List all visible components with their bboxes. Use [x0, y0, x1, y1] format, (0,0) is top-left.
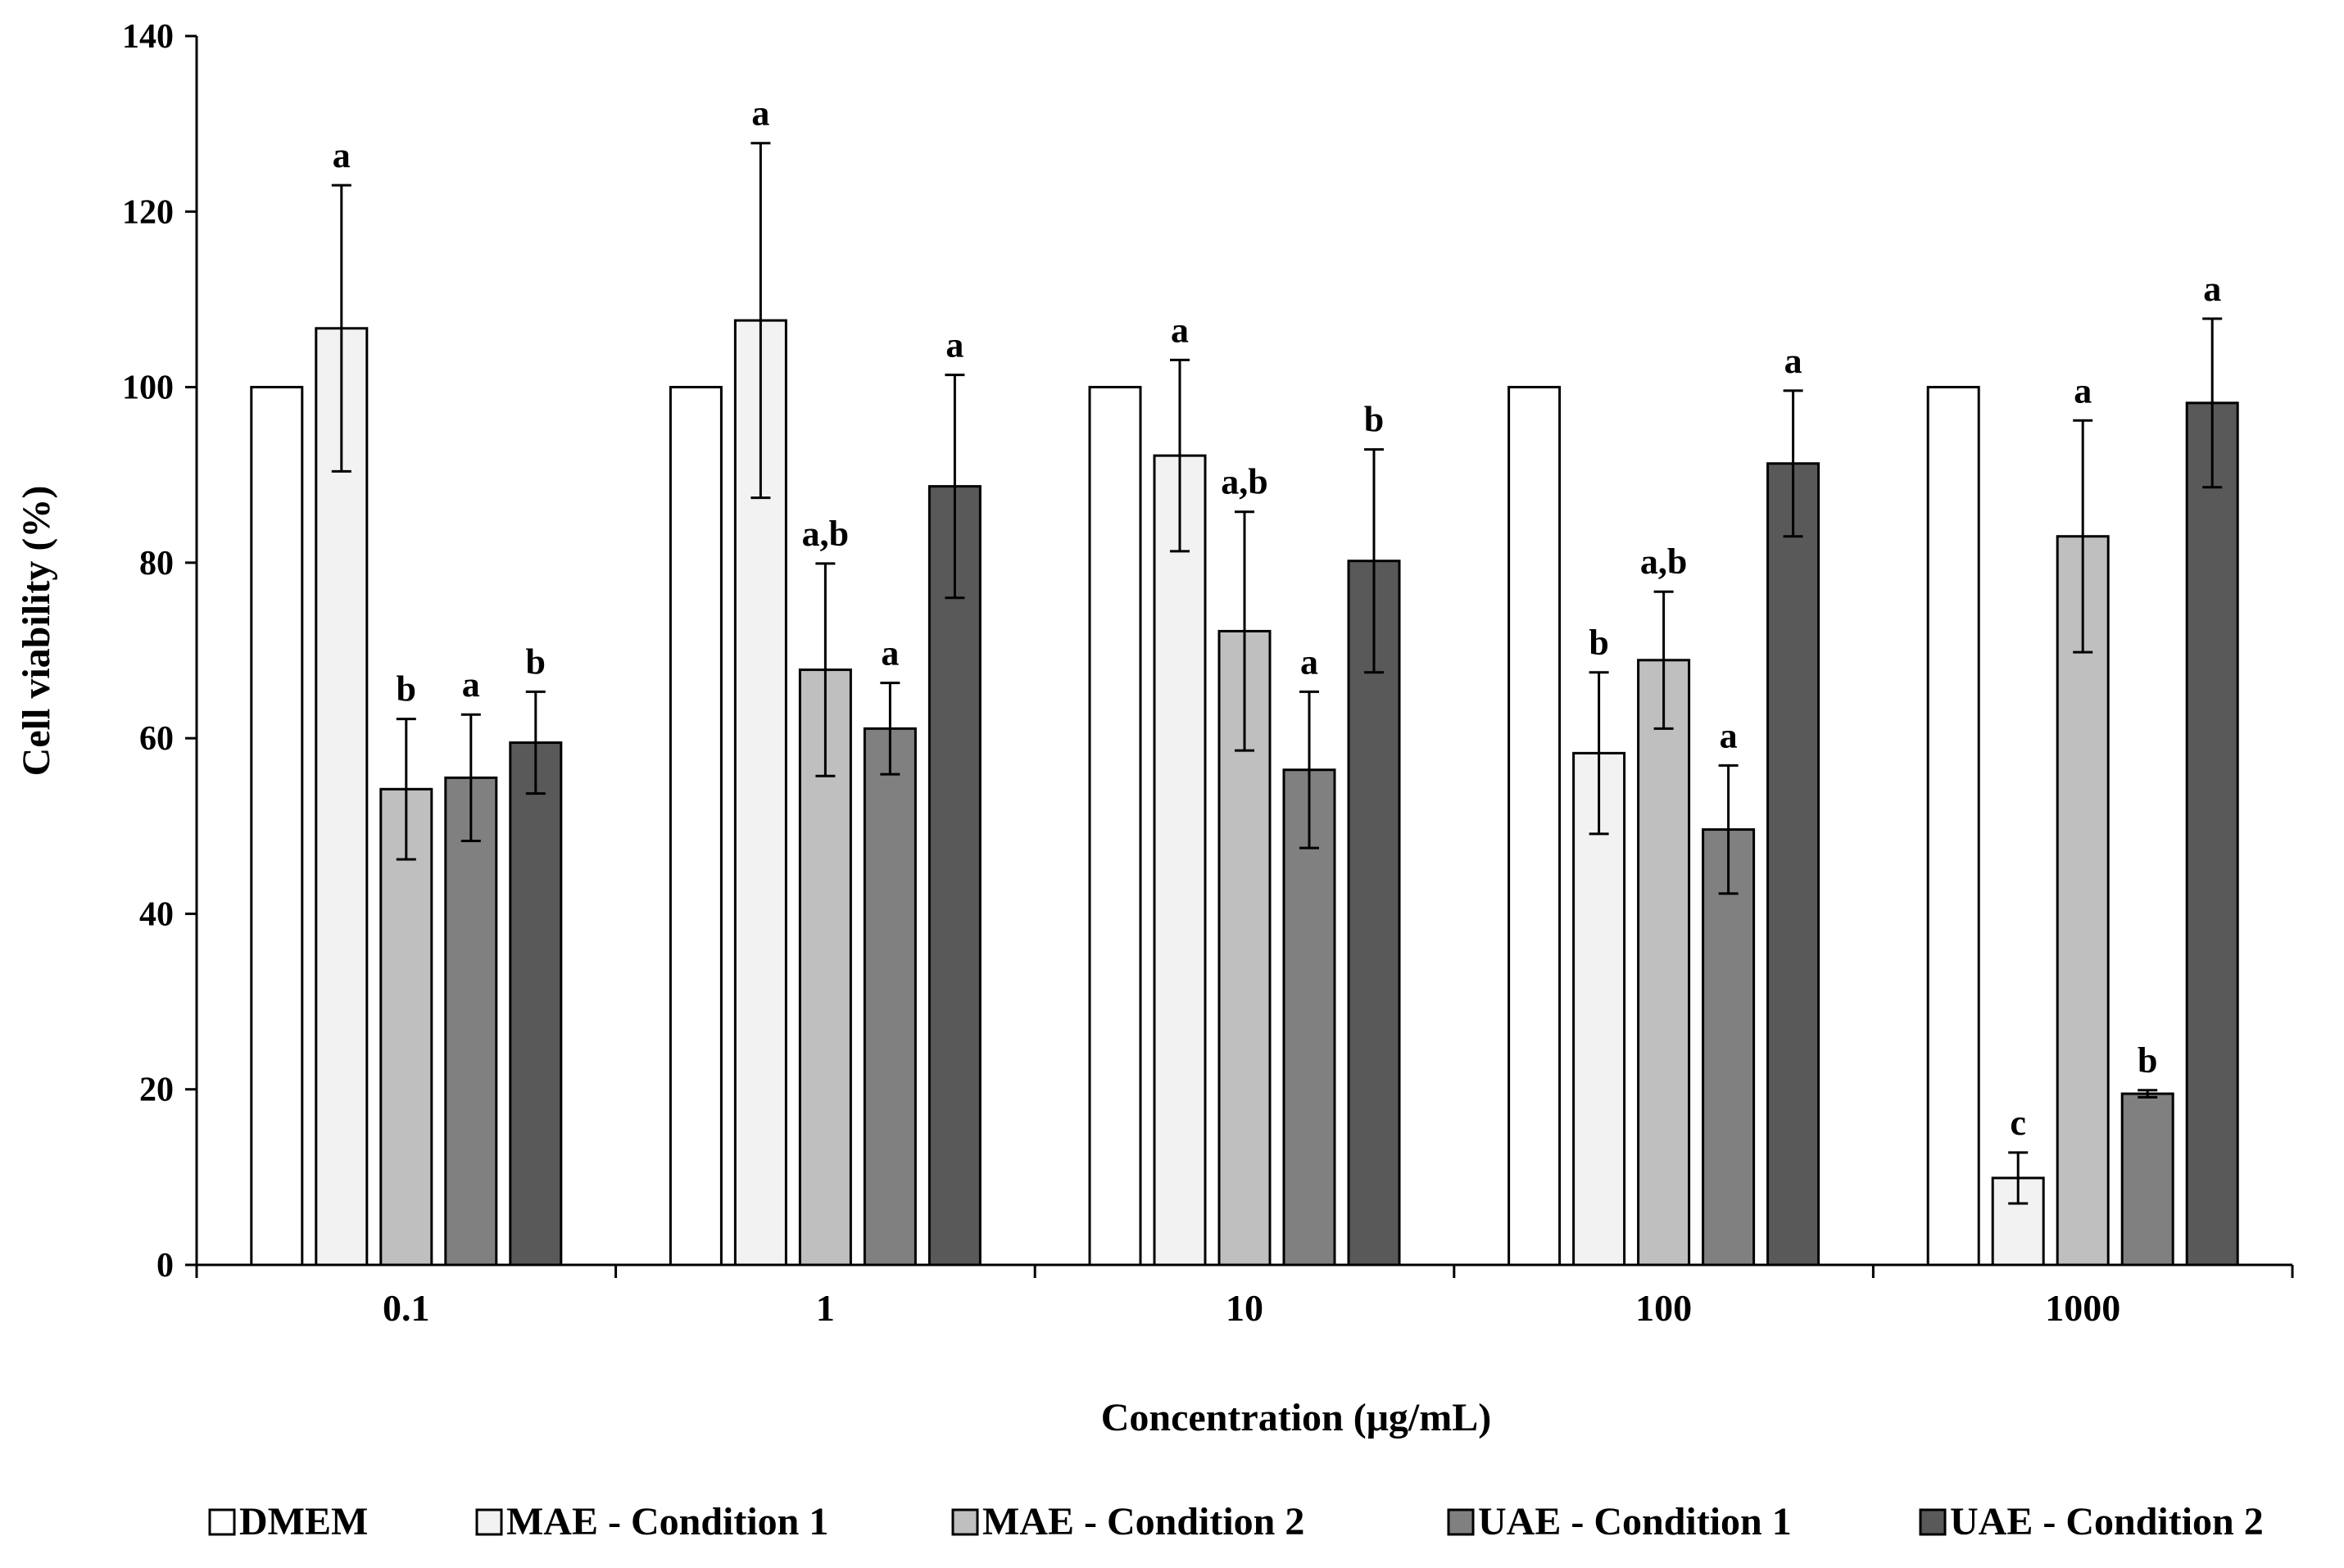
y-tick-label: 100	[122, 369, 174, 407]
bar	[509, 741, 563, 1267]
legend: DMEM MAE - Condition 1 MAE - Condition 2 UA…	[208, 1500, 2264, 1543]
significance-label: b	[1589, 623, 1608, 663]
bar	[379, 787, 433, 1267]
x-axis	[195, 1263, 2294, 1278]
significance-label: a	[751, 93, 769, 134]
bar	[1926, 386, 1980, 1267]
significance-label: a	[881, 633, 899, 673]
legend-label: UAE - Condition 1	[1478, 1500, 1792, 1543]
significance-label: a	[1300, 641, 1318, 682]
significance-label: b	[397, 669, 416, 709]
bar	[2056, 535, 2110, 1267]
significance-label: b	[526, 641, 546, 682]
bar	[1153, 454, 1207, 1267]
significance-label: a,b	[1640, 542, 1687, 582]
y-tick-label: 0	[156, 1247, 174, 1285]
legend-label: MAE - Condition 2	[982, 1500, 1304, 1543]
bar	[1282, 768, 1336, 1267]
significance-label: a	[1720, 715, 1738, 755]
significance-label: a	[945, 325, 963, 365]
bar	[1766, 462, 1820, 1267]
x-tick-label: 1000	[2045, 1287, 2120, 1329]
error-bars	[331, 142, 2223, 1205]
y-axis-title: Cell viability (%)	[15, 486, 58, 777]
significance-label: a	[1171, 310, 1189, 350]
bar	[1702, 828, 1756, 1267]
bar	[2120, 1092, 2174, 1267]
x-tick-labels: 0.1 1 10 100 1000	[383, 1287, 2120, 1329]
x-tick-label: 100	[1635, 1287, 1692, 1329]
legend-label: MAE - Condition 1	[506, 1500, 828, 1543]
x-tick-label: 1	[816, 1287, 835, 1329]
y-tick-label: 80	[139, 545, 174, 582]
y-tick-label: 20	[139, 1072, 174, 1109]
legend-label: DMEM	[239, 1500, 368, 1543]
significance-label: a	[1784, 341, 1802, 381]
y-axis-ticks: 0 20 40 60 80 100 120 140	[122, 18, 174, 1285]
significance-labels: a b a b a a,b a a a a,b a b b a,b a a c a b a	[333, 93, 2221, 1143]
bar	[927, 485, 982, 1267]
significance-label: a	[462, 664, 480, 705]
y-tick-label: 120	[122, 193, 174, 231]
x-tick-label: 10	[1226, 1287, 1263, 1329]
y-tick-label: 40	[139, 895, 174, 933]
bar	[1637, 659, 1691, 1267]
bar-groups	[250, 319, 2239, 1267]
bar	[863, 727, 917, 1267]
bar	[1572, 751, 1626, 1267]
significance-label: a,b	[1221, 462, 1267, 502]
significance-label: a	[2203, 269, 2221, 309]
legend-swatch	[951, 1508, 979, 1536]
y-tick-label: 140	[122, 18, 174, 56]
legend-swatch	[1919, 1508, 1947, 1536]
bar	[2185, 401, 2239, 1267]
significance-label: c	[2010, 1103, 2026, 1143]
bar	[1347, 560, 1401, 1267]
bar	[1088, 386, 1142, 1267]
legend-swatch	[475, 1508, 503, 1536]
bar	[444, 776, 498, 1267]
y-axis	[185, 34, 198, 1267]
x-axis-title: Concentration (μg/mL)	[1101, 1396, 1491, 1439]
significance-label: b	[1364, 400, 1384, 440]
significance-label: a,b	[802, 514, 849, 554]
legend-swatch	[208, 1508, 236, 1536]
legend-swatch	[1447, 1508, 1475, 1536]
significance-label: b	[2138, 1040, 2157, 1081]
bar	[1508, 386, 1562, 1267]
x-tick-label: 0.1	[383, 1287, 430, 1329]
significance-label: a	[2074, 370, 2092, 410]
bar	[250, 386, 304, 1267]
bar	[669, 386, 723, 1267]
legend-label: UAE - Condition 2	[1950, 1500, 2264, 1543]
significance-label: a	[333, 135, 351, 175]
y-tick-label: 60	[139, 720, 174, 758]
